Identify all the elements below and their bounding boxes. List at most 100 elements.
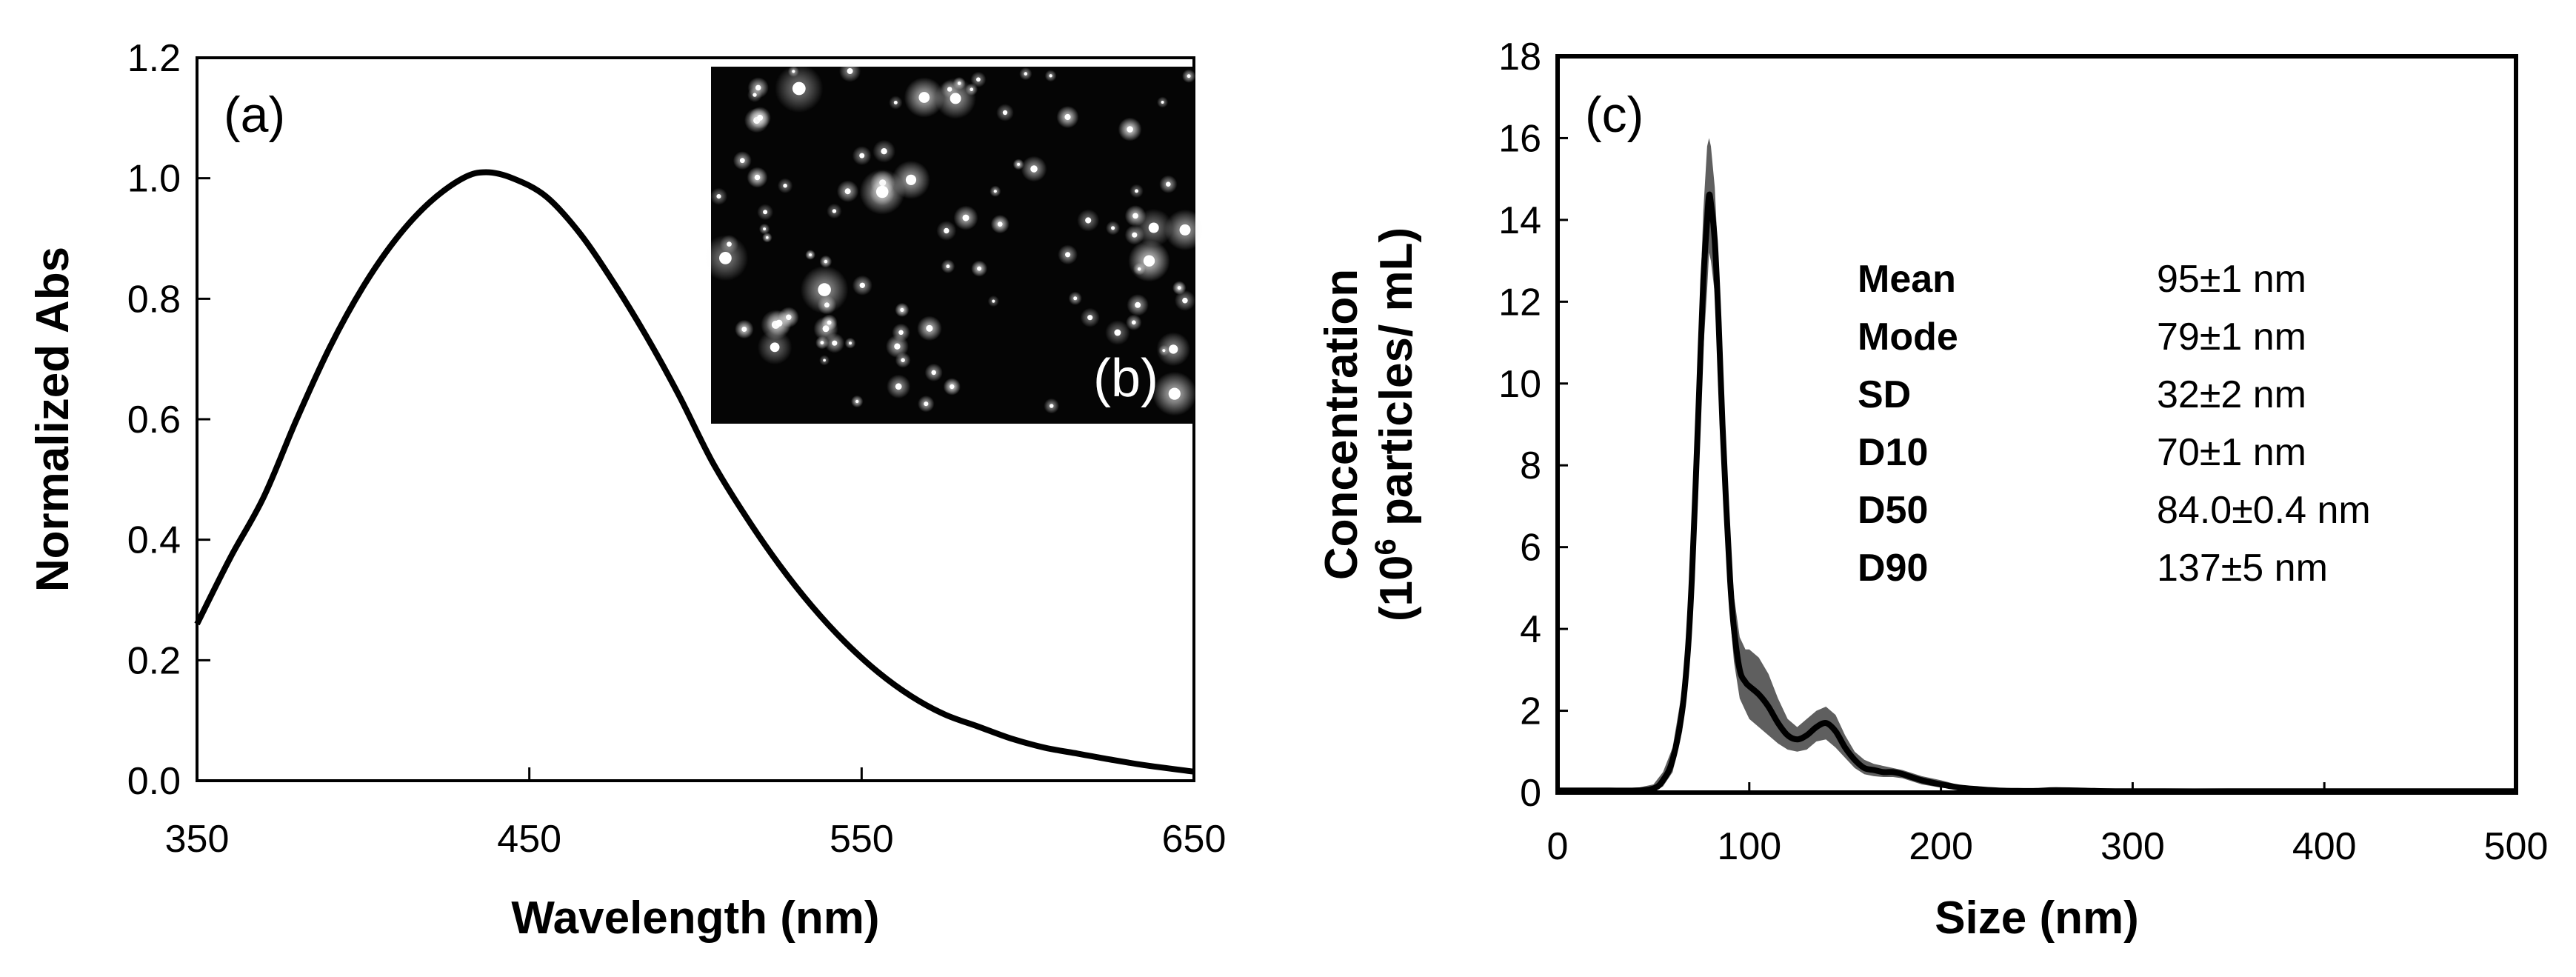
inset-particle bbox=[855, 399, 859, 404]
inset-particle bbox=[754, 174, 761, 181]
stat-name: SD bbox=[1858, 373, 1911, 416]
inset-particle bbox=[1161, 101, 1164, 104]
inset-particle bbox=[1002, 110, 1008, 116]
panel-a-x-ticks: 350 450 550 650 bbox=[165, 767, 1226, 861]
inset-particle bbox=[847, 68, 853, 74]
inset-particle bbox=[1064, 113, 1071, 121]
inset-particle bbox=[992, 299, 995, 303]
inset-particle bbox=[993, 190, 997, 193]
inset-particle bbox=[1114, 329, 1121, 336]
panel-a-y-tick-label: 0.6 bbox=[127, 399, 181, 441]
inset-particle bbox=[950, 384, 955, 390]
stat-name: D50 bbox=[1858, 489, 1928, 532]
inset-particle bbox=[757, 114, 764, 121]
panel-c-y-tick-label: 12 bbox=[1498, 281, 1541, 324]
inset-particle bbox=[1135, 189, 1138, 193]
inset-particle-image: (b) bbox=[702, 60, 1206, 424]
stat-name: D90 bbox=[1858, 547, 1928, 590]
concentration-curve bbox=[1557, 191, 2516, 795]
inset-particle bbox=[832, 209, 837, 213]
inset-particle bbox=[770, 342, 780, 353]
inset-particle bbox=[1049, 404, 1054, 408]
inset-particle bbox=[901, 358, 905, 363]
panel-c-size-distribution-chart: 0 2 4 6 8 10 12 14 16 18 0 100 200 300 400 500 (c) Mea… bbox=[1316, 36, 2548, 944]
inset-particle bbox=[775, 319, 783, 327]
inset-particle bbox=[926, 324, 933, 332]
inset-particle bbox=[1187, 74, 1191, 79]
inset-particle bbox=[1143, 255, 1155, 267]
stat-value: 84.0±0.4 nm bbox=[2157, 489, 2371, 532]
panel-a-y-tick-label: 0.2 bbox=[127, 639, 181, 682]
inset-particle bbox=[763, 227, 767, 231]
panel-a-y-tick-label: 1.0 bbox=[127, 158, 181, 201]
stat-value: 32±2 nm bbox=[2157, 373, 2306, 416]
panel-c-y-tick-label: 18 bbox=[1498, 36, 1541, 79]
inset-particle bbox=[763, 210, 768, 215]
panel-c-x-tick-label: 400 bbox=[2292, 825, 2357, 868]
panel-a-x-axis-title: Wavelength (nm) bbox=[511, 893, 879, 944]
inset-particle bbox=[931, 370, 936, 376]
inset-particle bbox=[900, 307, 904, 312]
inset-particle bbox=[1073, 296, 1078, 301]
inset-particle bbox=[893, 101, 898, 104]
inset-particle bbox=[1127, 126, 1133, 133]
inset-particles bbox=[702, 60, 1206, 416]
panel-c-y-tick-label: 8 bbox=[1520, 444, 1541, 487]
stat-name: D10 bbox=[1858, 431, 1928, 474]
panel-c-y-tick-label: 0 bbox=[1520, 772, 1541, 815]
stat-name: Mode bbox=[1858, 316, 1958, 359]
panel-a-x-tick-label: 450 bbox=[497, 818, 561, 861]
inset-particle bbox=[1168, 387, 1181, 400]
inset-particle bbox=[905, 174, 917, 185]
inset-particle bbox=[1085, 217, 1092, 224]
panel-a-y-axis-title: Normalized Abs bbox=[27, 247, 79, 592]
inset-particle bbox=[1017, 162, 1021, 166]
panel-c-y-axis-title-line2: (106 particles/ mL) bbox=[1369, 227, 1422, 621]
inset-particle bbox=[832, 340, 838, 346]
inset-particle bbox=[1131, 320, 1136, 325]
inset-particle bbox=[976, 77, 981, 82]
inset-particle bbox=[783, 183, 787, 188]
inset-particle bbox=[1177, 286, 1181, 290]
inset-particle bbox=[1169, 344, 1178, 354]
inset-particle bbox=[1030, 165, 1038, 173]
inset-particle bbox=[1024, 72, 1028, 76]
panel-label-c: (c) bbox=[1585, 87, 1644, 143]
inset-particle bbox=[957, 81, 961, 85]
inset-particle bbox=[1132, 213, 1138, 219]
stat-value: 70±1 nm bbox=[2157, 431, 2306, 474]
inset-particle bbox=[818, 283, 831, 296]
inset-particle bbox=[809, 253, 812, 256]
panel-a-x-tick-label: 350 bbox=[165, 818, 230, 861]
panel-c-y-tick-label: 14 bbox=[1498, 199, 1541, 242]
panel-a-y-tick-label: 1.2 bbox=[127, 37, 181, 80]
panel-c-y-tick-label: 10 bbox=[1498, 363, 1541, 406]
panel-label-a: (a) bbox=[224, 87, 285, 143]
panel-c-x-tick-label: 0 bbox=[1547, 825, 1569, 868]
inset-particle bbox=[875, 185, 889, 199]
inset-particle bbox=[970, 87, 974, 91]
inset-particle bbox=[727, 241, 732, 247]
inset-particle bbox=[1166, 181, 1171, 187]
panel-c-y-axis-title-line1: Concentration bbox=[1316, 269, 1367, 580]
panel-c-x-tick-label: 200 bbox=[1909, 825, 1973, 868]
stat-value: 79±1 nm bbox=[2157, 316, 2306, 359]
stat-value: 137±5 nm bbox=[2157, 547, 2328, 590]
inset-particle bbox=[1065, 252, 1071, 258]
inset-particle bbox=[741, 327, 747, 332]
panel-a-y-ticks: 0.0 0.2 0.4 0.6 0.8 1.0 1.2 bbox=[127, 37, 210, 803]
panel-c-y-tick-label: 16 bbox=[1498, 117, 1541, 160]
inset-particle bbox=[1179, 224, 1191, 236]
inset-particle bbox=[792, 70, 795, 73]
inset-particle bbox=[997, 221, 1003, 227]
inset-particle bbox=[918, 92, 930, 103]
panel-c-x-tick-label: 500 bbox=[2484, 825, 2549, 868]
panel-c-y-tick-label: 6 bbox=[1520, 527, 1541, 570]
inset-particle bbox=[859, 282, 866, 288]
stat-value: 95±1 nm bbox=[2157, 258, 2306, 301]
inset-particle bbox=[844, 188, 851, 195]
inset-particle bbox=[719, 252, 732, 264]
inset-particle bbox=[820, 341, 824, 344]
inset-particle bbox=[823, 359, 826, 362]
